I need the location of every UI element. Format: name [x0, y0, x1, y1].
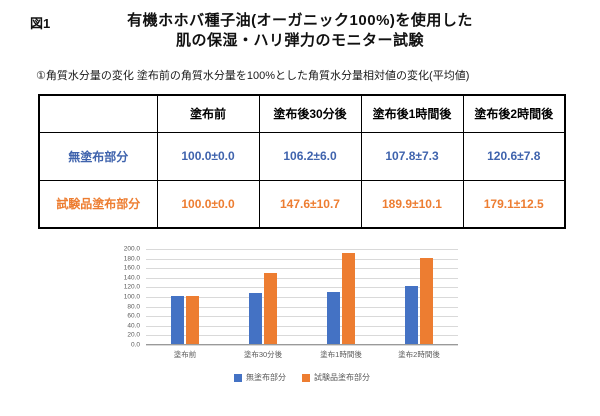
table-cell: 189.9±10.1 — [360, 179, 464, 229]
page-title: 有機ホホバ種子油(オーガニック100%)を使用した 肌の保湿・ハリ弾力のモニター… — [0, 0, 600, 51]
y-tick-label: 60.0 — [127, 312, 140, 320]
figure-label: 図1 — [30, 16, 51, 31]
legend-label: 試験品塗布部分 — [314, 373, 370, 382]
chart-groups — [146, 249, 458, 344]
gridline — [146, 335, 458, 337]
bar-group — [224, 249, 302, 344]
gridline — [146, 316, 458, 318]
table-row-treated: 試験品塗布部分 100.0±0.0 147.6±10.7 189.9±10.1 … — [38, 179, 566, 229]
legend-item: 無塗布部分 — [234, 372, 286, 383]
corner-cell — [38, 94, 158, 133]
table-header-row: 塗布前 塗布後30分後 塗布後1時間後 塗布後2時間後 — [38, 94, 566, 133]
gridline — [146, 258, 458, 260]
table-cell: 100.0±0.0 — [156, 179, 260, 229]
bar-group — [146, 249, 224, 344]
column-header-2hour: 塗布後2時間後 — [462, 94, 566, 133]
bar-series-0 — [249, 293, 262, 344]
gridline — [146, 306, 458, 308]
bar-series-1 — [264, 273, 277, 344]
legend-item: 試験品塗布部分 — [302, 372, 370, 383]
column-header-before: 塗布前 — [156, 94, 260, 133]
bar-chart: 0.0 20.0 40.0 60.0 80.0 100.0 120.0 140.0 160.0 1… — [110, 245, 600, 383]
x-tick-label: 塗布前 — [173, 350, 197, 359]
gridline — [146, 325, 458, 327]
gridline — [146, 287, 458, 289]
bar-series-0 — [405, 286, 418, 344]
legend-label: 無塗布部分 — [246, 373, 286, 382]
x-tick-label: 塗布2時間後 — [398, 350, 440, 359]
y-tick-label: 40.0 — [127, 322, 140, 330]
gridline — [146, 345, 458, 346]
bar-series-1 — [342, 252, 355, 344]
y-tick-label: 140.0 — [123, 274, 140, 282]
table-cell: 107.8±7.3 — [360, 131, 464, 181]
table-cell: 147.6±10.7 — [258, 179, 362, 229]
subtitle: ①角質水分量の変化 塗布前の角質水分量を100%とした角質水分量相対値の変化(平… — [36, 70, 470, 82]
y-tick-label: 180.0 — [123, 255, 140, 263]
x-tick-label: 塗布30分後 — [243, 350, 283, 359]
gridline — [146, 249, 458, 250]
table-cell: 100.0±0.0 — [156, 131, 260, 181]
table-cell: 120.6±7.8 — [462, 131, 566, 181]
legend-swatch — [234, 373, 242, 382]
y-tick-label: 200.0 — [123, 245, 140, 253]
table-cell: 106.2±6.0 — [258, 131, 362, 181]
row-label-untreated: 無塗布部分 — [38, 131, 158, 181]
gridline — [146, 297, 458, 298]
bar-series-0 — [327, 292, 340, 344]
y-tick-label: 120.0 — [123, 283, 140, 291]
results-table: 塗布前 塗布後30分後 塗布後1時間後 塗布後2時間後 無塗布部分 100.0±… — [38, 94, 566, 229]
x-tick-label: 塗布1時間後 — [320, 350, 362, 359]
column-header-1hour: 塗布後1時間後 — [360, 94, 464, 133]
chart-legend: 無塗布部分 試験品塗布部分 — [146, 372, 458, 383]
column-header-30min: 塗布後30分後 — [258, 94, 362, 133]
gridline — [146, 277, 458, 279]
bar-series-1 — [186, 296, 199, 344]
y-tick-label: 160.0 — [123, 264, 140, 272]
table-cell: 179.1±12.5 — [462, 179, 566, 229]
bar-series-1 — [420, 258, 433, 344]
chart-area: 0.0 20.0 40.0 60.0 80.0 100.0 120.0 140.0 160.0 1… — [110, 245, 600, 349]
bar-group — [380, 249, 458, 344]
y-tick-label: 80.0 — [127, 303, 140, 311]
y-tick-label: 100.0 — [123, 293, 140, 301]
bar-group — [302, 249, 380, 344]
bar-series-0 — [171, 296, 184, 344]
y-tick-label: 20.0 — [127, 331, 140, 339]
row-label-treated: 試験品塗布部分 — [38, 179, 158, 229]
gridline — [146, 268, 458, 270]
legend-swatch — [302, 373, 310, 382]
chart-plot — [146, 249, 458, 346]
title-line-2: 肌の保湿・ハリ弾力のモニター試験 — [175, 32, 424, 49]
chart-y-axis: 0.0 20.0 40.0 60.0 80.0 100.0 120.0 140.0 160.0 1… — [110, 245, 146, 349]
chart-x-axis: 塗布前 塗布30分後 塗布1時間後 塗布2時間後 — [146, 349, 458, 360]
title-line-1: 有機ホホバ種子油(オーガニック100%)を使用した — [127, 12, 473, 29]
table-row-untreated: 無塗布部分 100.0±0.0 106.2±6.0 107.8±7.3 120.… — [38, 131, 566, 181]
y-tick-label: 0.0 — [130, 341, 140, 349]
